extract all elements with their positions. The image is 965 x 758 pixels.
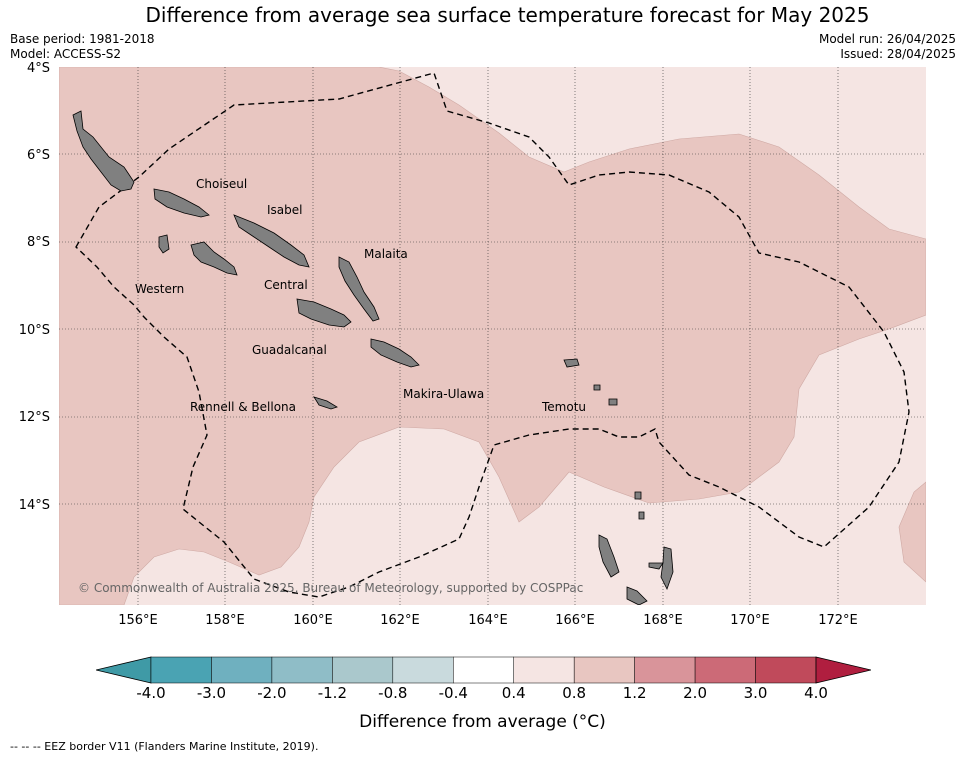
colorbar-tick-label: -3.0 — [196, 684, 227, 702]
island-vanuatu-south — [626, 586, 648, 605]
anomaly-band-medium-east — [898, 481, 926, 583]
region-label-choiseul: Choiseul — [196, 177, 248, 191]
colorbar-tick-label: 2.0 — [683, 684, 707, 702]
island-choiseul — [153, 188, 210, 218]
region-label-rennell-bellona: Rennell & Bellona — [190, 400, 297, 414]
colorbar-tick-label: 1.2 — [622, 684, 647, 702]
island-small-4 — [593, 384, 601, 391]
colorbar-tick-label: -1.2 — [317, 684, 347, 702]
meta-left: Base period: 1981-2018 Model: ACCESS-S2 — [10, 32, 155, 62]
colorbar-segment — [513, 656, 575, 684]
lon-tick-172e: 172°E — [818, 613, 858, 628]
colorbar-segment — [392, 656, 454, 684]
anomaly-band-medium — [59, 67, 926, 605]
lat-tick-6s: 6°S — [26, 148, 50, 163]
copyright-notice: © Commonwealth of Australia 2025, Bureau… — [78, 581, 584, 595]
island-western-choiseul — [72, 110, 135, 192]
lat-tick-14s: 14°S — [18, 498, 50, 513]
island-isabel — [233, 214, 310, 268]
lon-tick-158e: 158°E — [205, 613, 245, 628]
colorbar-tick-label: 0.4 — [501, 684, 526, 702]
colorbar-segment — [634, 656, 696, 684]
colorbar-segment — [453, 656, 514, 684]
colorbar-tick-label: 0.8 — [562, 684, 587, 702]
lon-tick-156e: 156°E — [118, 613, 158, 628]
colorbar-extend-high — [815, 656, 871, 684]
colorbar-segment — [150, 656, 212, 684]
colorbar-segment — [271, 656, 333, 684]
lat-tick-10s: 10°S — [18, 323, 50, 338]
island-makira — [370, 338, 420, 368]
island-vanuatu-east — [660, 546, 674, 591]
issued-date: Issued: 28/04/2025 — [840, 47, 956, 61]
legend-colorbar — [96, 656, 871, 684]
colorbar-segment — [573, 656, 635, 684]
island-small-3 — [608, 398, 618, 406]
region-label-isabel: Isabel — [267, 203, 303, 217]
island-small-5 — [638, 511, 645, 520]
colorbar-extend-low — [96, 656, 152, 684]
map-canvas — [59, 67, 926, 605]
island-vanuatu-north — [598, 534, 620, 578]
region-label-makira-ulawa: Makira-Ulawa — [403, 387, 485, 401]
lon-tick-160e: 160°E — [293, 613, 333, 628]
meta-right: Model run: 26/04/2025 Issued: 28/04/2025 — [819, 32, 956, 62]
sst-anomaly-map — [59, 67, 926, 605]
colorbar-tick-label: -2.0 — [257, 684, 287, 702]
colorbar-segment — [694, 656, 756, 684]
colorbar-segment — [755, 656, 817, 684]
colorbar-segment — [211, 656, 273, 684]
lat-tick-8s: 8°S — [26, 235, 50, 250]
colorbar-tick-label: -0.8 — [378, 684, 408, 702]
colorbar-segment — [332, 656, 394, 684]
anomaly-band-light-patch — [489, 535, 569, 605]
region-label-western: Western — [135, 282, 185, 296]
region-label-central: Central — [264, 278, 308, 292]
map-title: Difference from average sea surface temp… — [145, 3, 870, 27]
colorbar-tick-label: 3.0 — [743, 684, 768, 702]
region-label-malaita: Malaita — [364, 247, 408, 261]
lat-tick-12s: 12°S — [18, 410, 50, 425]
lat-tick-4s: 4°S — [26, 61, 50, 76]
lon-tick-164e: 164°E — [468, 613, 508, 628]
island-new-georgia — [190, 241, 238, 276]
island-santa-cruz — [563, 358, 580, 368]
lon-tick-162e: 162°E — [380, 613, 420, 628]
island-small-2 — [648, 562, 664, 570]
model-name: Model: ACCESS-S2 — [10, 47, 122, 61]
eez-border — [75, 72, 910, 598]
lon-tick-170e: 170°E — [730, 613, 770, 628]
lon-tick-168e: 168°E — [643, 613, 683, 628]
colorbar-tick-label: -4.0 — [136, 684, 166, 702]
eez-footnote: -- -- -- EEZ border V11 (Flanders Marine… — [10, 740, 319, 753]
island-rennell — [313, 396, 338, 410]
island-vella — [158, 234, 170, 254]
model-run: Model run: 26/04/2025 — [818, 32, 956, 46]
region-label-temotu: Temotu — [542, 400, 587, 414]
island-small-1 — [634, 491, 642, 500]
colorbar-tick-label: -0.4 — [438, 684, 468, 702]
colorbar-segments — [96, 656, 871, 684]
colorbar-tick-label: 4.0 — [804, 684, 828, 702]
colorbar-label: Difference from average (°C) — [359, 712, 606, 732]
island-malaita — [338, 256, 380, 322]
region-label-guadalcanal: Guadalcanal — [252, 343, 327, 357]
base-period: Base period: 1981-2018 — [10, 32, 155, 46]
lon-tick-166e: 166°E — [555, 613, 595, 628]
island-guadalcanal — [296, 298, 352, 328]
land-masses — [72, 110, 674, 605]
